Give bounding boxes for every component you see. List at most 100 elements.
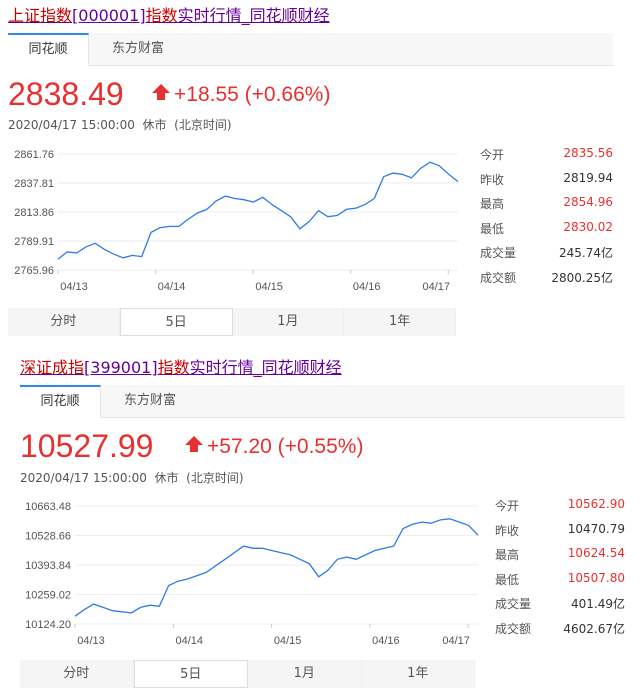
arrow-up-icon	[152, 84, 170, 100]
title-part: 深证成指	[20, 358, 85, 377]
timezone: (北京时间)	[174, 118, 232, 132]
stat-row: 今开 10562.90	[495, 497, 625, 522]
period-button[interactable]: 分时	[8, 308, 120, 336]
title-part: 实时行情_同花顺财经	[189, 358, 342, 377]
title-part: 指数	[157, 358, 190, 377]
y-tick-label: 2837.81	[14, 178, 54, 190]
price-chart: 2861.76 2837.81 2813.86 2789.91 2765.96 04/13…	[14, 149, 459, 293]
page-title-link[interactable]: 深证成指[399001]指数实时行情_同花顺财经	[20, 354, 342, 378]
stats-panel: 今开 10562.90 昨收 10470.79 最高 10624.54 最低 10507.80…	[495, 497, 625, 644]
x-tick-label: 04/16	[372, 635, 400, 647]
change-value: +18.55 (+0.66%)	[174, 83, 331, 106]
stat-value: 2830.02	[563, 219, 613, 234]
datetime: 2020/04/17 15:00:00	[8, 118, 135, 132]
stat-label: 成交额	[480, 270, 517, 285]
x-tick-label: 04/16	[353, 281, 381, 293]
title-part: 指数	[145, 6, 178, 25]
y-tick-label: 2789.91	[14, 236, 54, 248]
stat-row: 最高 10624.54	[495, 546, 625, 571]
market-status: 休市	[154, 471, 179, 485]
datetime: 2020/04/17 15:00:00	[20, 471, 147, 485]
stat-value: 10624.54	[567, 546, 625, 560]
price-line	[74, 518, 479, 617]
period-button[interactable]: 5日	[133, 660, 248, 688]
y-tick-label: 10393.84	[25, 560, 71, 572]
stat-row: 最低 2830.02	[480, 220, 613, 245]
x-tick-label: 04/17	[422, 281, 450, 293]
title-part: [399001]	[84, 358, 158, 377]
y-tick-label: 10124.20	[25, 619, 71, 631]
x-tick-label: 04/13	[77, 635, 105, 647]
stat-row: 成交额 2800.25亿	[480, 269, 613, 294]
stat-value: 10507.80	[567, 570, 625, 585]
stat-label: 最低	[480, 221, 505, 236]
change-value: +57.20 (+0.55%)	[207, 435, 364, 458]
stat-label: 最高	[495, 548, 520, 562]
arrow-up-icon	[185, 436, 203, 452]
stat-row: 最高 2854.96	[480, 195, 613, 220]
y-tick-label: 2861.76	[14, 149, 54, 161]
title-part: [000001]	[72, 6, 146, 25]
price-line	[57, 161, 459, 260]
period-button[interactable]: 1年	[344, 308, 456, 336]
stat-value: 2800.25亿	[551, 270, 613, 285]
stat-value: 10470.79	[567, 521, 625, 536]
timezone: (北京时间)	[186, 471, 244, 485]
period-selector: 分时 5日 1月 1年	[20, 660, 475, 688]
x-tick-label: 04/15	[255, 281, 283, 293]
stat-label: 成交额	[495, 621, 532, 636]
period-button[interactable]: 分时	[20, 660, 134, 688]
period-button[interactable]: 5日	[119, 308, 233, 336]
price-change: +57.20 (+0.55%)	[185, 435, 363, 459]
stat-label: 昨收	[495, 523, 520, 538]
stat-value: 2835.56	[563, 146, 613, 160]
stat-value: 245.74亿	[559, 246, 613, 260]
stat-row: 最低 10507.80	[495, 571, 625, 596]
price-chart: 10663.48 10528.66 10393.84 10259.02 10124.20…	[25, 501, 479, 647]
timestamp: 2020/04/17 15:00:00 休市 (北京时间)	[8, 116, 232, 133]
current-price: 10527.99	[20, 428, 154, 464]
tab-source[interactable]: 同花顺	[20, 385, 101, 418]
period-selector: 分时 5日 1月 1年	[8, 308, 456, 336]
y-tick-label: 2765.96	[14, 265, 54, 277]
stat-row: 今开 2835.56	[480, 146, 613, 171]
y-tick-label: 10528.66	[25, 531, 71, 543]
y-tick-label: 10663.48	[25, 501, 71, 513]
tab-source[interactable]: 东方财富	[111, 41, 164, 56]
stat-label: 最高	[480, 197, 505, 211]
stat-label: 今开	[480, 148, 505, 162]
x-tick-label: 04/14	[158, 281, 186, 293]
market-status: 休市	[142, 118, 167, 132]
stat-value: 2854.96	[563, 195, 613, 209]
period-button[interactable]: 1月	[248, 660, 362, 688]
price-change: +18.55 (+0.66%)	[152, 83, 330, 107]
stat-label: 昨收	[480, 172, 505, 187]
period-button[interactable]: 1月	[233, 308, 345, 336]
stat-row: 成交额 4602.67亿	[495, 620, 625, 645]
stat-row: 昨收 10470.79	[495, 522, 625, 547]
stat-value: 401.49亿	[571, 597, 625, 611]
title-part: 上证指数	[8, 6, 73, 25]
title-part: 实时行情_同花顺财经	[177, 6, 330, 25]
tab-source[interactable]: 同花顺	[8, 33, 89, 66]
stat-value: 2819.94	[563, 170, 613, 185]
stat-row: 昨收 2819.94	[480, 171, 613, 196]
tab-source[interactable]: 东方财富	[123, 393, 176, 408]
stat-row: 成交量 245.74亿	[480, 244, 613, 269]
source-tabs: 同花顺 东方财富	[8, 33, 613, 66]
x-tick-label: 04/17	[442, 635, 470, 647]
stat-row: 成交量 401.49亿	[495, 595, 625, 620]
page-title-link[interactable]: 上证指数[000001]指数实时行情_同花顺财经	[8, 2, 330, 26]
y-tick-label: 10259.02	[25, 590, 71, 602]
y-tick-label: 2813.86	[14, 207, 54, 219]
x-tick-label: 04/15	[274, 635, 302, 647]
stat-value: 10562.90	[567, 497, 625, 511]
period-button[interactable]: 1年	[362, 660, 475, 688]
source-tabs: 同花顺 东方财富	[20, 385, 625, 418]
stat-label: 今开	[495, 499, 520, 513]
stats-panel: 今开 2835.56 昨收 2819.94 最高 2854.96 最低 2830.02 成交量 2…	[480, 146, 613, 293]
x-tick-label: 04/14	[176, 635, 204, 647]
stat-label: 成交量	[495, 597, 532, 611]
timestamp: 2020/04/17 15:00:00 休市 (北京时间)	[20, 469, 244, 486]
stat-label: 成交量	[480, 246, 517, 260]
